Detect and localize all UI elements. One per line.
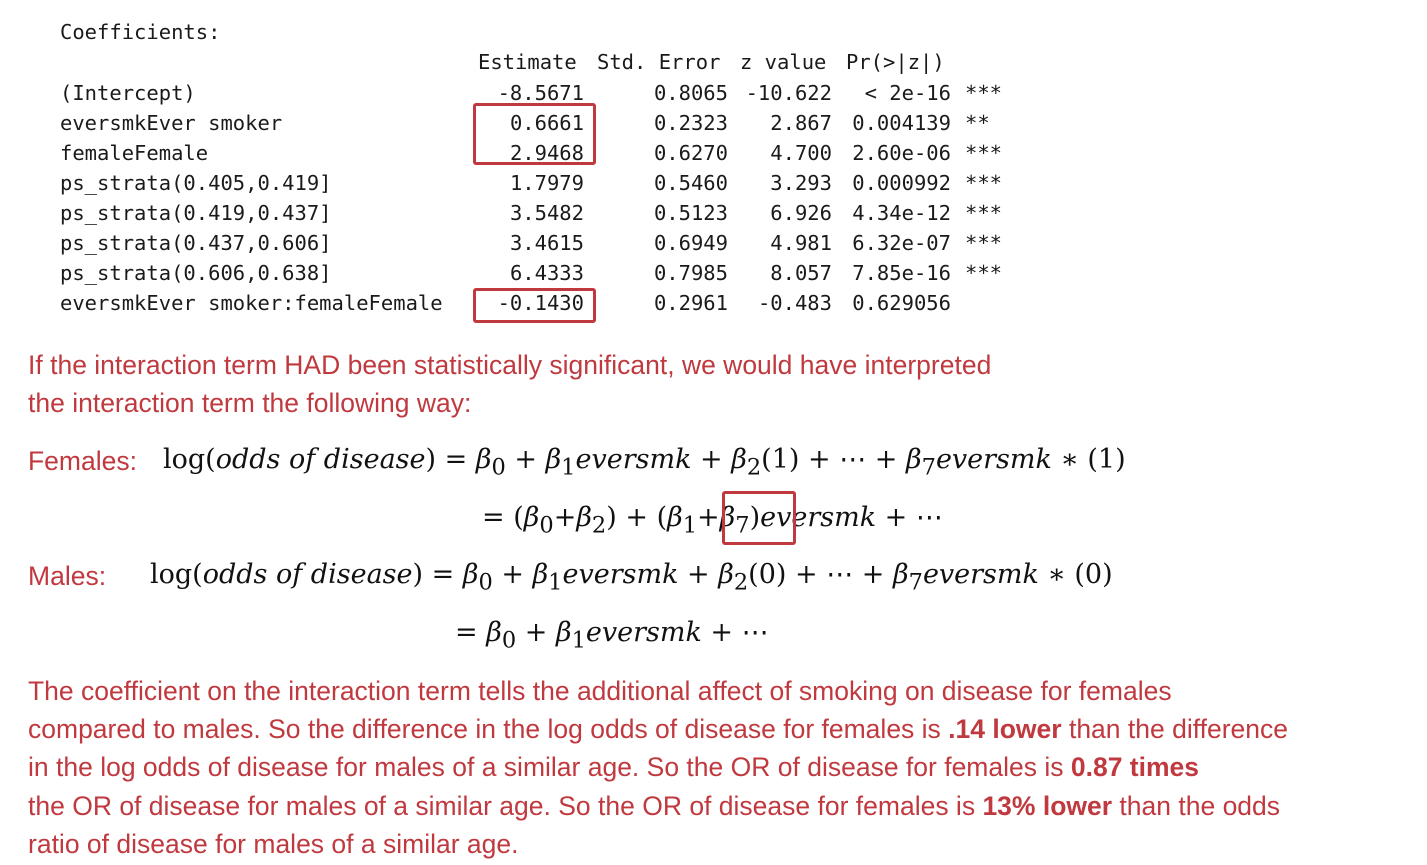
- highlight-box-interaction: [473, 288, 596, 323]
- cell-z: -0.483: [757, 291, 832, 315]
- cell-est: -8.5671: [497, 81, 584, 105]
- cell-z: 8.057: [770, 261, 832, 285]
- cell-se: 0.2961: [653, 291, 728, 315]
- cell-est: 6.4333: [509, 261, 584, 285]
- cell-se: 0.7985: [653, 261, 728, 285]
- cell-sig: ***: [965, 81, 1003, 105]
- cell-p: 4.34e-12: [852, 201, 951, 225]
- cell-name: (Intercept): [60, 81, 196, 105]
- cell-sig: ***: [965, 171, 1003, 195]
- cell-sig: ***: [965, 231, 1003, 255]
- highlight-box-beta7: [722, 491, 796, 545]
- females-label: Females:: [28, 446, 137, 476]
- intro-line-2: the interaction term the following way:: [28, 388, 472, 418]
- coefficients-title: Coefficients:: [60, 20, 221, 44]
- cell-sig: ***: [965, 141, 1003, 165]
- cell-name: ps_strata(0.405,0.419]: [60, 171, 332, 195]
- cell-z: 3.293: [770, 171, 832, 195]
- conclusion-line-2: compared to males. So the difference in …: [28, 714, 1288, 744]
- highlight-box-main-effects: [473, 103, 596, 165]
- column-header-stderr: Std. Error: [597, 50, 721, 74]
- column-header-zvalue: z value: [740, 50, 827, 74]
- cell-p: 2.60e-06: [852, 141, 951, 165]
- cell-p: 0.004139: [852, 111, 951, 135]
- cell-z: -10.622: [745, 81, 832, 105]
- column-header-pvalue: Pr(>|z|): [846, 50, 945, 74]
- conclusion-line-1: The coefficient on the interaction term …: [28, 676, 1172, 706]
- conclusion-line-4: the OR of disease for males of a similar…: [28, 791, 1281, 821]
- intro-line-1: If the interaction term HAD been statist…: [28, 350, 992, 380]
- cell-p: 7.85e-16: [852, 261, 951, 285]
- cell-p: 0.629056: [852, 291, 951, 315]
- cell-se: 0.6949: [653, 231, 728, 255]
- cell-est: 0.6661: [509, 111, 584, 135]
- cell-se: 0.2323: [653, 111, 728, 135]
- cell-sig: ***: [965, 261, 1003, 285]
- cell-sig: ***: [965, 201, 1003, 225]
- males-label: Males:: [28, 561, 107, 591]
- cell-z: 4.700: [770, 141, 832, 165]
- cell-name: ps_strata(0.606,0.638]: [60, 261, 332, 285]
- cell-se: 0.5460: [653, 171, 728, 195]
- cell-p: 0.000992: [852, 171, 951, 195]
- cell-est: 1.7979: [509, 171, 584, 195]
- cell-name: ps_strata(0.419,0.437]: [60, 201, 332, 225]
- females-equation-line-1: log(odds of disease) = β0 + β1eversmk + …: [163, 444, 1126, 481]
- cell-est: 3.4615: [509, 231, 584, 255]
- males-equation-line-1: log(odds of disease) = β0 + β1eversmk + …: [150, 559, 1113, 596]
- cell-se: 0.6270: [653, 141, 728, 165]
- cell-name: femaleFemale: [60, 141, 209, 165]
- cell-sig: **: [965, 111, 990, 135]
- cell-se: 0.5123: [653, 201, 728, 225]
- cell-p: 6.32e-07: [852, 231, 951, 255]
- cell-se: 0.8065: [653, 81, 728, 105]
- cell-z: 6.926: [770, 201, 832, 225]
- cell-est: 3.5482: [509, 201, 584, 225]
- conclusion-line-3: in the log odds of disease for males of …: [28, 752, 1200, 782]
- cell-name: ps_strata(0.437,0.606]: [60, 231, 332, 255]
- cell-est: -0.1430: [497, 291, 584, 315]
- cell-name: eversmkEver smoker: [60, 111, 283, 135]
- females-equation-line-2: = (β0+β2) + (β1+β7)eversmk + ⋯: [482, 502, 943, 539]
- conclusion-line-5: ratio of disease for males of a similar …: [28, 829, 519, 859]
- cell-p: < 2e-16: [864, 81, 951, 105]
- cell-z: 2.867: [770, 111, 832, 135]
- cell-z: 4.981: [770, 231, 832, 255]
- column-header-estimate: Estimate: [478, 50, 577, 74]
- cell-name: eversmkEver smoker:femaleFemale: [60, 291, 443, 315]
- cell-est: 2.9468: [509, 141, 584, 165]
- males-equation-line-2: = β0 + β1eversmk + ⋯: [455, 617, 769, 654]
